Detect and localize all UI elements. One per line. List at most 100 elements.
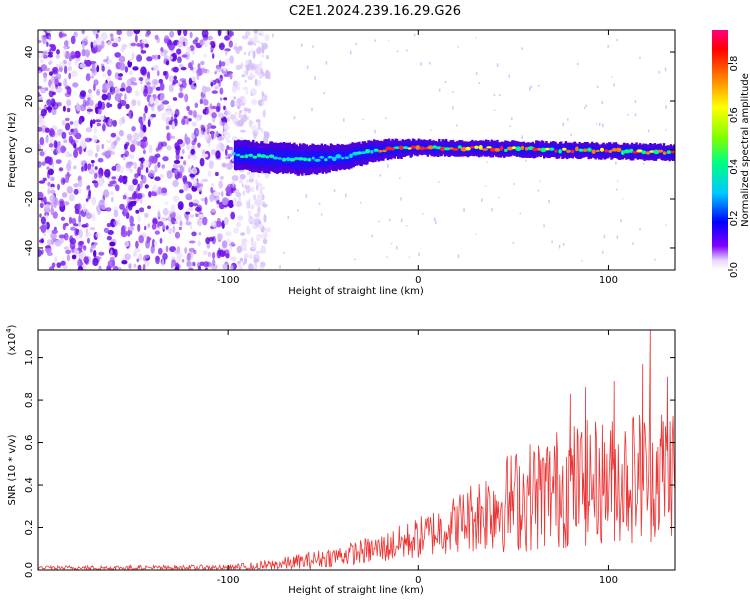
noise-speck	[224, 35, 231, 41]
noise-speck	[177, 30, 182, 36]
noise-speck	[496, 63, 499, 67]
noise-speck	[160, 216, 167, 221]
noise-speck	[124, 241, 130, 247]
noise-speck	[130, 77, 137, 82]
noise-speck	[111, 166, 117, 171]
signal-core	[636, 149, 643, 153]
noise-speck	[283, 251, 285, 254]
signal-core	[349, 153, 353, 158]
noise-speck	[59, 61, 65, 68]
noise-speck	[181, 54, 188, 58]
noise-speck	[77, 265, 84, 270]
noise-speck	[109, 180, 117, 185]
noise-speck	[215, 196, 220, 201]
noise-speck	[141, 140, 147, 150]
noise-speck	[133, 30, 141, 35]
noise-speck	[354, 258, 356, 261]
noise-speck	[244, 59, 250, 65]
noise-speck	[48, 128, 55, 136]
noise-speck	[154, 164, 158, 173]
noise-speck	[209, 193, 215, 202]
noise-speck	[218, 112, 224, 119]
colorbar-tick-label: 0.4	[729, 159, 740, 175]
page-title: C2E1.2024.239.16.29.G26	[289, 4, 461, 19]
noise-speck	[263, 135, 269, 144]
noise-speck	[124, 143, 128, 150]
noise-speck	[119, 203, 125, 210]
noise-speck	[86, 149, 94, 157]
noise-speck	[192, 203, 199, 207]
noise-speck	[137, 223, 141, 232]
signal-core	[657, 149, 664, 153]
noise-speck	[159, 237, 163, 244]
noise-speck	[102, 123, 106, 132]
noise-speck	[111, 196, 114, 203]
noise-speck	[235, 200, 243, 207]
noise-speck	[200, 92, 206, 101]
noise-speck	[215, 64, 220, 70]
noise-speck	[511, 117, 513, 120]
noise-speck	[132, 132, 140, 141]
noise-speck	[225, 231, 232, 237]
noise-speck	[81, 224, 88, 228]
noise-speck	[201, 30, 209, 38]
noise-speck	[210, 82, 214, 87]
noise-speck	[475, 72, 478, 75]
noise-speck	[97, 157, 104, 163]
noise-speck	[188, 201, 194, 208]
noise-speck	[169, 53, 177, 62]
noise-speck	[216, 203, 219, 209]
noise-speck	[88, 88, 92, 94]
signal-core	[578, 148, 584, 152]
signal-core	[494, 148, 501, 152]
noise-speck	[240, 242, 247, 250]
noise-speck	[123, 155, 126, 161]
noise-speck	[62, 223, 69, 227]
noise-speck	[260, 129, 264, 133]
noise-speck	[345, 193, 347, 198]
noise-speck	[230, 99, 235, 108]
noise-speck	[68, 131, 74, 136]
noise-speck	[186, 105, 190, 112]
noise-speck	[257, 199, 262, 207]
noise-speck	[119, 62, 126, 71]
noise-speck	[67, 65, 72, 72]
noise-speck	[106, 139, 112, 144]
noise-speck	[211, 220, 217, 228]
noise-speck	[187, 154, 191, 160]
noise-speck	[146, 236, 151, 244]
noise-speck	[83, 245, 87, 251]
noise-speck	[190, 148, 195, 155]
noise-speck	[157, 209, 161, 218]
noise-speck	[188, 77, 193, 86]
noise-speck	[124, 93, 127, 101]
noise-speck	[159, 82, 165, 91]
noise-speck	[184, 93, 189, 103]
noise-speck	[318, 267, 320, 270]
noise-speck	[61, 192, 68, 198]
noise-speck	[249, 49, 254, 54]
noise-speck	[374, 39, 376, 42]
noise-speck	[457, 254, 460, 259]
noise-speck	[226, 139, 232, 144]
noise-speck	[201, 153, 209, 158]
y-tick-label: 0	[24, 147, 35, 153]
noise-speck	[97, 108, 102, 115]
noise-speck	[229, 55, 235, 64]
noise-speck	[60, 260, 66, 266]
noise-speck	[216, 220, 222, 224]
noise-speck	[215, 150, 221, 159]
noise-speck	[192, 39, 198, 45]
noise-speck	[241, 183, 244, 188]
colorbar-gradient	[712, 30, 728, 270]
noise-speck	[44, 127, 50, 133]
noise-speck	[231, 136, 238, 142]
noise-speck	[212, 53, 215, 59]
noise-speck	[154, 97, 159, 106]
noise-speck	[73, 188, 79, 195]
noise-speck	[87, 97, 91, 102]
noise-speck	[165, 125, 170, 130]
noise-speck	[152, 184, 159, 193]
noise-speck	[54, 240, 62, 247]
